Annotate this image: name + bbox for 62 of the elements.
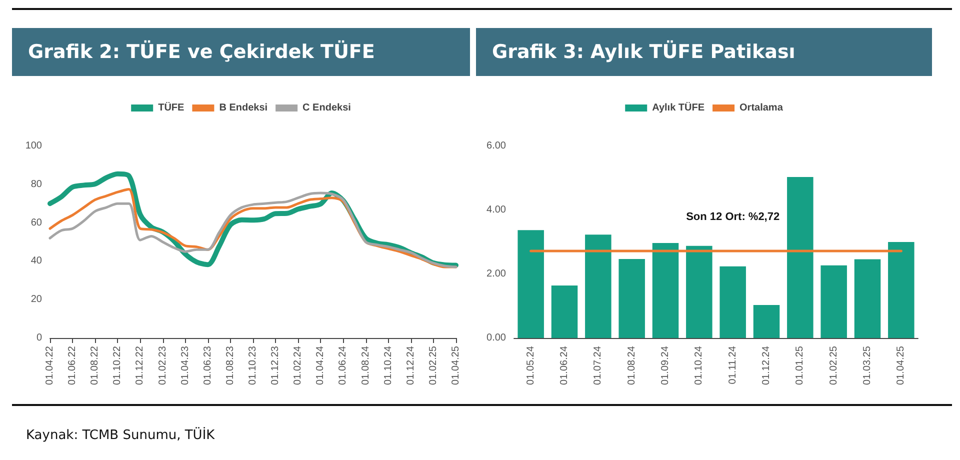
x-tick-label: 01.08.23: [224, 346, 236, 385]
legend-label: C Endeksi: [302, 102, 352, 114]
bar: [787, 177, 814, 338]
x-tick-label: 01.04.25: [896, 346, 907, 385]
x-tick-label: 01.08.24: [626, 346, 638, 385]
bar: [753, 305, 780, 338]
x-tick-label: 01.09.24: [660, 346, 671, 385]
legend-label: B Endeksi: [219, 102, 268, 114]
y-tick-label: 100: [25, 140, 42, 152]
y-tick-label: 60: [30, 217, 42, 228]
bar: [820, 265, 847, 338]
x-tick-label: 01.12.24: [405, 346, 416, 385]
legend-label: TÜFE: [158, 102, 185, 114]
x-tick-label: 01.05.24: [525, 346, 536, 385]
bar: [720, 266, 746, 338]
x-tick-label: 01.04.25: [450, 346, 462, 385]
bar: [652, 242, 679, 338]
x-tick-label: 01.08.22: [90, 346, 101, 385]
annotation: Son 12 Ort: %2,72: [686, 210, 780, 223]
y-tick-label: 6.00: [486, 140, 506, 152]
y-tick-label: 80: [30, 178, 42, 190]
x-tick-label: 01.06.22: [67, 346, 78, 385]
bar: [618, 258, 645, 338]
bar: [686, 246, 712, 338]
bar: [854, 259, 881, 338]
legend-label: Aylık TÜFE: [652, 102, 705, 114]
y-tick-label: 4.00: [486, 204, 506, 216]
x-tick-label: 01.04.22: [44, 346, 56, 385]
x-tick-label: 01.12.24: [761, 346, 772, 385]
x-tick-label: 01.10.24: [694, 346, 705, 385]
y-tick-label: 0: [36, 332, 42, 344]
x-tick-label: 01.12.22: [134, 346, 146, 385]
bar: [585, 234, 612, 338]
x-tick-label: 01.02.25: [828, 346, 840, 385]
x-tick-label: 01.04.23: [180, 346, 191, 385]
x-tick-label: 01.04.24: [315, 346, 326, 385]
x-tick-label: 01.07.24: [592, 346, 604, 385]
x-tick-label: 01.12.23: [270, 346, 282, 385]
x-tick-label: 01.06.24: [559, 346, 570, 385]
y-tick-label: 20: [30, 294, 42, 306]
legend-label: Ortalama: [740, 102, 784, 114]
x-tick-label: 01.03.25: [862, 346, 873, 385]
bar: [888, 242, 914, 338]
chart-title: Grafik 3: Aylık TÜFE Patikası: [476, 28, 932, 76]
x-tick-label: 01.02.25: [428, 346, 439, 385]
x-tick-label: 01.10.22: [112, 346, 124, 385]
chart-title: Grafik 2: TÜFE ve Çekirdek TÜFE: [12, 28, 470, 76]
x-tick-label: 01.10.24: [382, 346, 394, 385]
y-tick-label: 0.00: [486, 332, 506, 344]
x-tick-label: 01.02.24: [292, 346, 304, 385]
y-tick-label: 2.00: [486, 268, 506, 280]
x-tick-label: 01.10.23: [248, 346, 258, 385]
text: Kaynak: TCMB Sunumu, TÜİK: [26, 428, 215, 443]
bar: [551, 286, 578, 338]
x-tick-label: 01.08.24: [360, 346, 372, 385]
x-tick-label: 01.01.25: [794, 346, 806, 385]
x-tick-label: 01.06.24: [338, 346, 349, 385]
bar: [518, 230, 544, 338]
x-tick-label: 01.11.24: [727, 346, 738, 384]
x-tick-label: 01.06.23: [202, 346, 214, 385]
x-tick-label: 01.02.23: [157, 346, 168, 385]
y-tick-label: 40: [30, 256, 42, 267]
